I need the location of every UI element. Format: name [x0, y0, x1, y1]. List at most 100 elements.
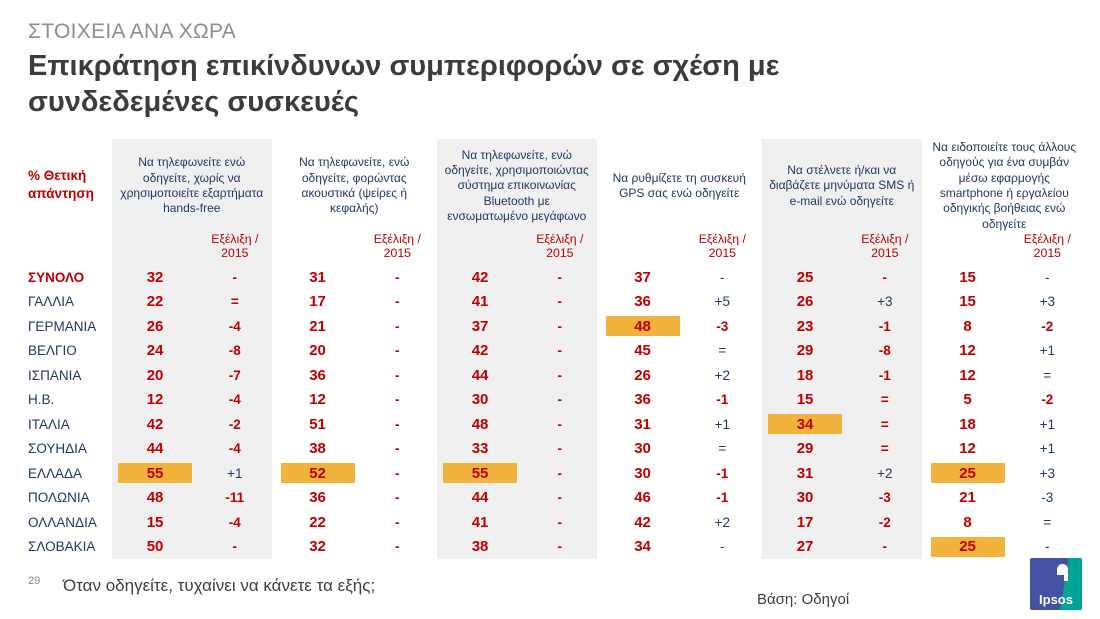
evolution-cell: -	[395, 514, 400, 530]
column-header: Να ειδοποιείτε τους άλλους οδηγούς για έ…	[932, 139, 1077, 231]
value-cell: 23	[762, 314, 848, 339]
evolution-cell: =	[880, 441, 889, 457]
data-row: 34 -	[600, 535, 760, 560]
behavior-column-2: Να τηλεφωνείτε, ενώ οδηγείτε, φορώντας α…	[275, 139, 435, 559]
data-row: 42 -2	[112, 412, 272, 437]
value-cell: 30	[762, 486, 848, 511]
data-row: 31 -	[275, 265, 435, 290]
data-row: 46 -1	[600, 486, 760, 511]
value: 15	[796, 391, 814, 409]
data-row: 44 -4	[112, 437, 272, 462]
evolution-subheader-row: Εξέλιξη / 2015	[437, 231, 597, 265]
data-row: 50 -	[112, 535, 272, 560]
value-cell: 20	[112, 363, 198, 388]
behavior-column-1: Να τηλεφωνείτε ενώ οδηγείτε, χωρίς να χρ…	[112, 139, 272, 559]
value-cell: 21	[925, 486, 1011, 511]
evolution-cell: -2	[1041, 318, 1054, 334]
data-row: 36 -1	[600, 388, 760, 413]
value-cell: 8	[925, 510, 1011, 535]
evolution-cell: +2	[714, 367, 730, 383]
value: 36	[309, 489, 326, 507]
base-note: Βάση: Οδηγοί	[757, 591, 850, 608]
value: 34	[634, 538, 651, 556]
data-row: 20 -7	[112, 363, 272, 388]
data-row: 38 -	[437, 535, 597, 560]
value-cell: 32	[112, 265, 198, 290]
value: 45	[634, 342, 651, 360]
value: 41	[471, 513, 489, 531]
row-label: Η.Β.	[28, 392, 55, 408]
value: 31	[796, 464, 814, 482]
value-cell: 15	[762, 388, 848, 413]
evolution-cell: +1	[227, 465, 243, 481]
evolution-cell: -2	[1041, 392, 1054, 408]
value: 12	[959, 342, 976, 360]
evolution-cell: -	[395, 490, 400, 506]
value-cell: 22	[275, 510, 361, 535]
evolution-cell: +1	[1039, 343, 1055, 359]
value: 8	[963, 513, 972, 531]
evolution-cell: -	[232, 269, 238, 285]
data-row: 41 -	[437, 510, 597, 535]
evolution-cell: -3	[1041, 490, 1054, 506]
value-cell: 48	[112, 486, 198, 511]
data-row: 31 +1	[600, 412, 760, 437]
value: 18	[959, 415, 976, 433]
value: 33	[471, 440, 489, 458]
value-cell: 20	[275, 339, 361, 364]
value-cell: 26	[762, 290, 848, 315]
value-cell: 37	[437, 314, 523, 339]
evolution-cell: -	[395, 343, 400, 359]
data-row: 15 -4	[112, 510, 272, 535]
evolution-cell: +1	[714, 416, 730, 432]
value: 42	[146, 415, 164, 433]
row-label: ΙΣΠΑΝΙΑ	[28, 367, 82, 383]
value-cell: 48	[600, 314, 686, 339]
data-row: 51 -	[275, 412, 435, 437]
evolution-cell: =	[1043, 514, 1052, 530]
evolution-cell: -1	[716, 465, 729, 481]
data-row: 44 -	[437, 486, 597, 511]
value: 8	[963, 317, 972, 335]
evolution-cell: -7	[228, 367, 241, 383]
value-cell: 25	[925, 461, 1011, 486]
evolution-cell: -4	[228, 318, 241, 334]
evolution-cell: -	[395, 441, 400, 457]
evolution-cell: +3	[1039, 294, 1055, 310]
evolution-cell: -1	[878, 367, 891, 383]
value: 15	[959, 268, 976, 286]
value-cell: 12	[275, 388, 361, 413]
column-header: Να τηλεφωνείτε, ενώ οδηγείτε, φορώντας α…	[299, 155, 410, 216]
value-cell: 12	[925, 363, 1011, 388]
value: 27	[796, 538, 814, 556]
value: 12	[309, 391, 326, 409]
evolution-cell: -2	[878, 514, 891, 530]
evolution-cell: -	[395, 465, 400, 481]
data-row: 22 =	[112, 290, 272, 315]
value: 42	[471, 342, 489, 360]
evolution-cell: +2	[714, 514, 730, 530]
data-row: 42 -	[437, 339, 597, 364]
value: 25	[796, 268, 814, 286]
behavior-column-5: Να στέλνετε ή/και να διαβάζετε μηνύματα …	[762, 139, 922, 559]
evolution-cell: -	[557, 294, 563, 310]
data-row: 55 -	[437, 461, 597, 486]
value-cell: 48	[437, 412, 523, 437]
value: 17	[796, 513, 814, 531]
value-cell: 18	[762, 363, 848, 388]
evolution-cell: -4	[228, 441, 241, 457]
evolution-cell: -	[557, 490, 563, 506]
evolution-cell: -	[395, 318, 400, 334]
value-cell: 26	[112, 314, 198, 339]
evolution-cell: -	[557, 367, 563, 383]
data-row: 25 -	[762, 265, 922, 290]
evolution-cell: =	[718, 441, 727, 457]
evolution-cell: =	[718, 343, 727, 359]
evolution-cell: -	[720, 269, 725, 285]
data-row: 42 +2	[600, 510, 760, 535]
data-row: 12 -4	[112, 388, 272, 413]
evolution-cell: -	[557, 269, 563, 285]
evolution-label: Εξέλιξη / 2015	[861, 232, 909, 261]
evolution-cell: +3	[877, 294, 893, 310]
value-cell: 24	[112, 339, 198, 364]
